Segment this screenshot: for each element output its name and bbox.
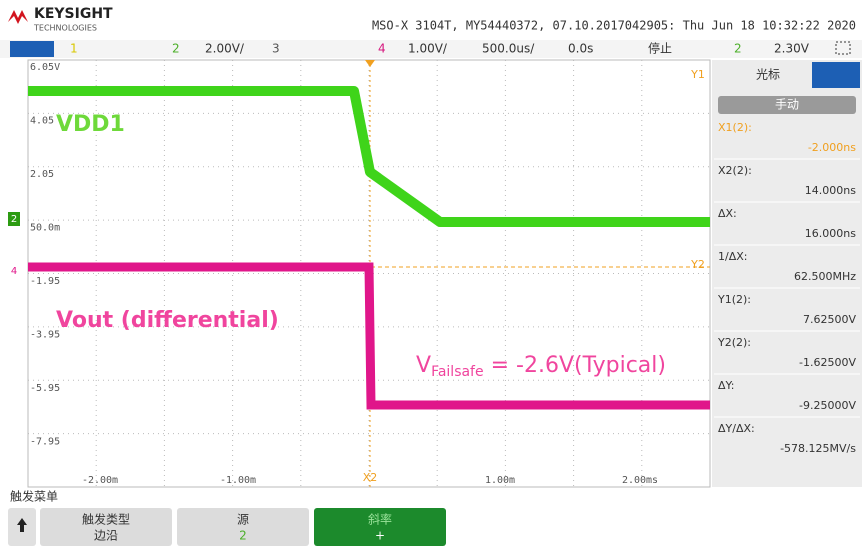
button-label: 斜率 bbox=[368, 512, 392, 527]
brand-sub: TECHNOLOGIES bbox=[33, 24, 97, 33]
readout-label: ΔY/ΔX: bbox=[718, 422, 755, 435]
menu-button[interactable] bbox=[177, 508, 309, 546]
annotation-failsafe: VFailsafe = -2.6V(Typical) bbox=[416, 353, 666, 380]
trigger-source: 2 bbox=[734, 42, 742, 56]
run-state: 停止 bbox=[648, 41, 672, 56]
panel-title: 光标 bbox=[756, 68, 780, 82]
panel-tab bbox=[812, 62, 860, 88]
y-label: -7.95 bbox=[30, 437, 60, 448]
failsafe-sub: Failsafe bbox=[431, 364, 484, 380]
button-value: 边沿 bbox=[94, 529, 118, 543]
back-arrow bbox=[17, 518, 27, 532]
menu-button[interactable] bbox=[40, 508, 172, 546]
brand: KEYSIGHT bbox=[34, 6, 113, 22]
trace-vdd1 bbox=[28, 86, 710, 227]
readout-value: 62.500MHz bbox=[794, 270, 856, 283]
annotation-vdd1: VDD1 bbox=[56, 112, 125, 137]
trace-vout bbox=[28, 262, 710, 410]
trigger-marker bbox=[365, 60, 375, 67]
button-label: 触发类型 bbox=[82, 512, 130, 527]
readout-label: ΔX: bbox=[718, 207, 737, 220]
ch4-marker: 4 bbox=[11, 266, 17, 277]
menu-title: 触发菜单 bbox=[10, 489, 58, 504]
menu-button[interactable] bbox=[314, 508, 446, 546]
instrument-info: MSO-X 3104T, MY54440372, 07.10.201704290… bbox=[372, 19, 856, 33]
icon bbox=[835, 41, 851, 55]
readout-value: 7.62500V bbox=[803, 313, 856, 326]
ch4-scale: 1.00V/ bbox=[408, 42, 448, 56]
ch1: 1 bbox=[70, 42, 78, 56]
readout-value: -9.25000V bbox=[799, 399, 856, 412]
readout-label: Y2(2): bbox=[717, 336, 751, 349]
y-label: 50.0m bbox=[30, 223, 60, 234]
readout-value: -1.62500V bbox=[799, 356, 856, 369]
channel-bar bbox=[0, 40, 862, 58]
logo-mark bbox=[8, 10, 28, 24]
button-label: 源 bbox=[237, 513, 249, 527]
mode: 手动 bbox=[775, 98, 799, 112]
readout-value: -2.000ns bbox=[808, 141, 856, 154]
readouts: X1(2): -2.000ns X2(2): 14.000ns ΔX: 16.000ns 1… bbox=[714, 121, 860, 455]
failsafe-v: V bbox=[416, 353, 431, 378]
x-label: 2.00ms bbox=[622, 475, 658, 486]
button-value: 2 bbox=[239, 529, 247, 543]
y-label: 2.05 bbox=[30, 169, 54, 180]
timebase: 500.0us/ bbox=[482, 42, 535, 56]
delay: 0.0s bbox=[568, 42, 593, 56]
marker-y2: Y2 bbox=[690, 258, 705, 271]
trigger-level: 2.30V bbox=[774, 42, 810, 56]
failsafe-rest: = -2.6V(Typical) bbox=[484, 353, 666, 378]
marker-y1: Y1 bbox=[690, 68, 705, 81]
button-value: + bbox=[375, 529, 385, 543]
ch2: 2 bbox=[172, 42, 180, 56]
ch2-marker-bg bbox=[8, 212, 20, 226]
x-label: -2.00m bbox=[82, 475, 118, 486]
readout-value: 14.000ns bbox=[805, 184, 856, 197]
readout-value: 16.000ns bbox=[805, 227, 856, 240]
y-label: -5.95 bbox=[30, 383, 60, 394]
x-label: -1.00m bbox=[220, 475, 256, 486]
readout-label: X2(2): bbox=[718, 164, 752, 177]
ch2-scale: 2.00V/ bbox=[205, 42, 245, 56]
readout-label: ΔY: bbox=[718, 379, 735, 392]
ch2-marker: 2 bbox=[11, 214, 17, 225]
mode-button[interactable] bbox=[718, 96, 856, 114]
y-label: -3.95 bbox=[30, 330, 60, 341]
y-label: 4.05 bbox=[30, 116, 54, 127]
readout-label: Y1(2): bbox=[717, 293, 751, 306]
readout-label: 1/ΔX: bbox=[718, 250, 747, 263]
annotation-vout: Vout (differential) bbox=[56, 308, 279, 333]
readout-value: -578.125MV/s bbox=[780, 442, 856, 455]
ch-indicator bbox=[10, 41, 54, 57]
y-label: -1.95 bbox=[30, 276, 60, 287]
cursor-panel bbox=[712, 60, 862, 487]
ch4: 4 bbox=[378, 42, 386, 56]
marker-x2: X2 bbox=[363, 471, 378, 484]
readout-label: X1(2): bbox=[718, 121, 752, 134]
ch3: 3 bbox=[272, 42, 280, 56]
x-label: 1.00m bbox=[485, 475, 515, 486]
y-label: 6.05V bbox=[30, 62, 60, 73]
